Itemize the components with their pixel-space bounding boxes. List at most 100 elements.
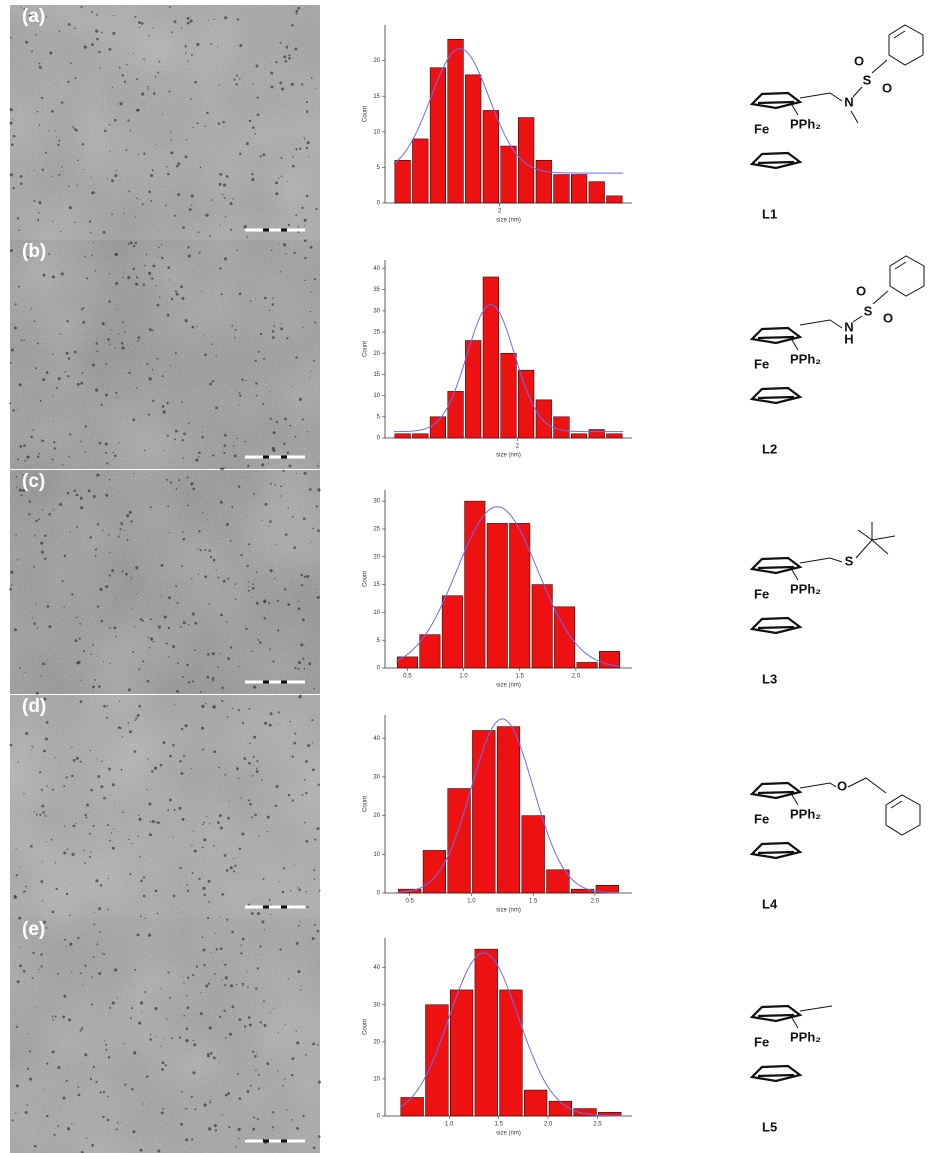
ligand-label: L3 bbox=[762, 671, 777, 686]
particle bbox=[277, 711, 280, 714]
particle bbox=[112, 828, 114, 830]
bar bbox=[464, 500, 486, 669]
particle bbox=[80, 440, 82, 443]
y-axis-label: Count bbox=[363, 341, 369, 357]
particle bbox=[174, 429, 178, 433]
particle bbox=[45, 15, 48, 18]
particle bbox=[158, 60, 161, 63]
particle bbox=[295, 941, 299, 945]
particle bbox=[163, 450, 165, 452]
particle bbox=[162, 1107, 165, 1110]
particle bbox=[181, 439, 184, 442]
particle bbox=[141, 1010, 143, 1013]
particle bbox=[91, 254, 93, 256]
particle bbox=[215, 948, 219, 951]
particle bbox=[18, 916, 22, 920]
particle bbox=[123, 1042, 125, 1045]
particle bbox=[314, 87, 316, 89]
particle bbox=[96, 37, 99, 41]
particle bbox=[264, 721, 268, 725]
particle bbox=[261, 463, 265, 467]
particle bbox=[44, 737, 48, 741]
particle bbox=[305, 760, 308, 763]
bond bbox=[799, 777, 887, 794]
particle bbox=[26, 455, 30, 459]
bar bbox=[447, 391, 464, 439]
particle bbox=[92, 1065, 95, 1069]
particle bbox=[89, 536, 92, 539]
particle bbox=[174, 214, 177, 217]
particle bbox=[235, 74, 238, 77]
particle bbox=[235, 83, 238, 86]
particle bbox=[56, 386, 59, 389]
particle bbox=[92, 824, 95, 828]
particle bbox=[219, 267, 222, 270]
particle bbox=[255, 298, 257, 300]
particle bbox=[50, 838, 53, 841]
particle bbox=[185, 1039, 189, 1043]
particle bbox=[146, 362, 149, 365]
bar bbox=[482, 110, 499, 204]
particle bbox=[17, 285, 21, 288]
particle bbox=[78, 637, 81, 640]
particle bbox=[272, 431, 276, 435]
particle bbox=[23, 339, 26, 342]
particle bbox=[137, 835, 139, 838]
particle bbox=[306, 574, 310, 578]
particle bbox=[15, 476, 18, 478]
particle bbox=[33, 811, 36, 813]
particle bbox=[114, 252, 118, 256]
particle bbox=[57, 143, 60, 146]
particle bbox=[192, 1071, 196, 1075]
particle bbox=[195, 458, 199, 462]
particle bbox=[223, 1009, 226, 1012]
bar bbox=[412, 433, 429, 439]
particle bbox=[160, 1045, 162, 1047]
particle bbox=[197, 548, 199, 550]
particle bbox=[66, 848, 69, 851]
particle bbox=[64, 371, 66, 373]
particle bbox=[239, 152, 242, 156]
particle bbox=[313, 359, 316, 362]
particle bbox=[79, 700, 83, 704]
particle bbox=[225, 869, 229, 872]
particle bbox=[247, 986, 249, 988]
particle bbox=[110, 329, 112, 331]
particle bbox=[184, 724, 188, 728]
particle bbox=[71, 971, 73, 974]
particle bbox=[168, 655, 170, 658]
particle bbox=[102, 1115, 105, 1119]
particle bbox=[227, 1092, 231, 1095]
particle bbox=[221, 700, 224, 703]
particle bbox=[302, 657, 305, 660]
particle bbox=[211, 380, 215, 383]
particle bbox=[253, 685, 257, 689]
particle bbox=[77, 1086, 80, 1088]
x-tick-label: 1.5 bbox=[516, 674, 525, 680]
particle bbox=[227, 577, 230, 580]
particle bbox=[54, 130, 56, 132]
particle bbox=[75, 128, 78, 132]
particle bbox=[291, 24, 294, 27]
particle bbox=[138, 21, 141, 24]
atom: Fe bbox=[754, 586, 769, 601]
particle bbox=[48, 625, 52, 629]
particle bbox=[91, 11, 93, 14]
particle bbox=[54, 756, 56, 759]
particle bbox=[211, 652, 215, 656]
particle bbox=[166, 478, 169, 481]
y-tick-label: 30 bbox=[373, 774, 380, 780]
particle bbox=[187, 504, 190, 507]
particle bbox=[105, 493, 109, 497]
particle bbox=[299, 920, 301, 923]
particle bbox=[181, 675, 184, 678]
particle bbox=[30, 435, 33, 439]
particle bbox=[113, 626, 117, 630]
particle bbox=[108, 300, 111, 304]
particle bbox=[277, 629, 280, 632]
particle bbox=[212, 705, 216, 709]
particle bbox=[90, 788, 93, 792]
particle bbox=[307, 744, 311, 748]
particle bbox=[294, 435, 297, 438]
particle bbox=[127, 688, 131, 692]
